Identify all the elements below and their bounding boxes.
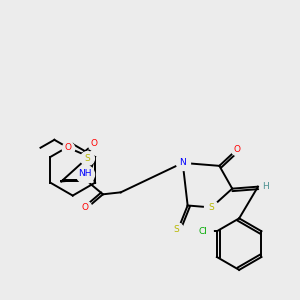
Text: H: H: [262, 182, 269, 191]
Text: O: O: [234, 145, 241, 154]
Text: NH: NH: [78, 169, 92, 178]
Text: O: O: [82, 203, 88, 212]
Text: N: N: [179, 158, 186, 167]
Text: Cl: Cl: [199, 227, 207, 236]
Text: S: S: [84, 154, 90, 163]
Text: S: S: [208, 203, 214, 212]
Text: O: O: [65, 143, 72, 152]
Text: S: S: [173, 225, 178, 234]
Text: O: O: [91, 139, 98, 148]
